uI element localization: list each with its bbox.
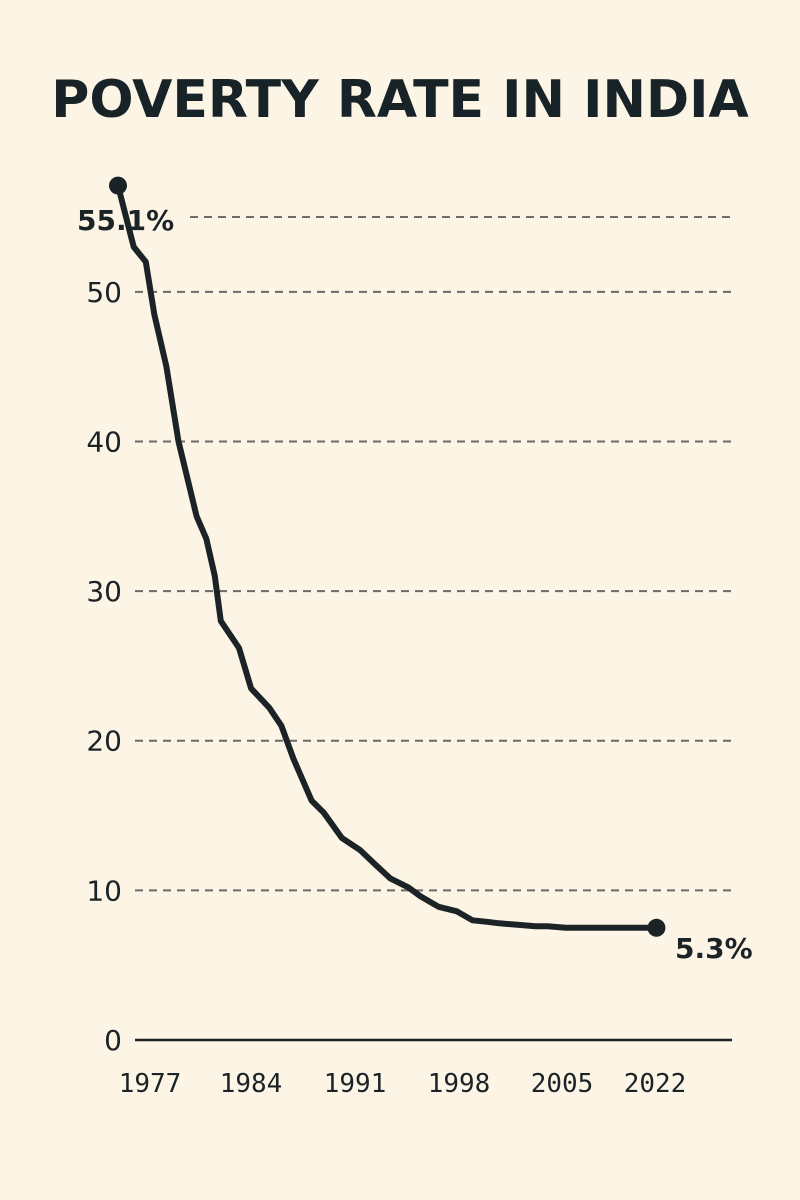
end-point bbox=[647, 918, 666, 937]
chart-title: POVERTY RATE IN INDIA bbox=[51, 70, 749, 130]
x-tick-label: 2022 bbox=[624, 1069, 687, 1099]
y-tick-label: 50 bbox=[86, 276, 122, 309]
y-tick-label: 40 bbox=[86, 425, 122, 458]
series-line bbox=[115, 182, 660, 931]
y-tick-label: 10 bbox=[86, 874, 122, 907]
x-tick-label: 1984 bbox=[220, 1069, 283, 1099]
start-value-label: 55.1% bbox=[77, 204, 174, 237]
y-tick-label: 0 bbox=[104, 1024, 122, 1057]
end-value-label: 5.3% bbox=[675, 932, 753, 965]
x-tick-label: 2005 bbox=[531, 1069, 594, 1099]
x-tick-label: 1998 bbox=[428, 1069, 491, 1099]
start-point bbox=[109, 176, 127, 195]
x-tick-label: 1991 bbox=[324, 1069, 387, 1099]
x-tick-label: 1977 bbox=[119, 1069, 182, 1099]
y-tick-label: 30 bbox=[86, 575, 122, 608]
y-tick-label: 20 bbox=[86, 725, 122, 758]
